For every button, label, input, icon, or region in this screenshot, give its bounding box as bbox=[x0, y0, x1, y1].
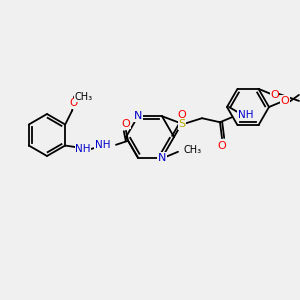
Text: N: N bbox=[158, 153, 166, 163]
Text: O: O bbox=[270, 90, 279, 100]
Text: NH: NH bbox=[75, 143, 91, 154]
Text: O: O bbox=[218, 141, 226, 151]
Text: O: O bbox=[69, 98, 77, 109]
Text: O: O bbox=[122, 119, 130, 129]
Text: N: N bbox=[134, 111, 142, 121]
Text: S: S bbox=[178, 119, 186, 129]
Text: CH₃: CH₃ bbox=[183, 145, 201, 155]
Text: O: O bbox=[178, 110, 186, 120]
Text: O: O bbox=[280, 96, 290, 106]
Text: CH₃: CH₃ bbox=[74, 92, 92, 101]
Text: NH: NH bbox=[94, 140, 110, 150]
Text: NH: NH bbox=[238, 110, 254, 120]
